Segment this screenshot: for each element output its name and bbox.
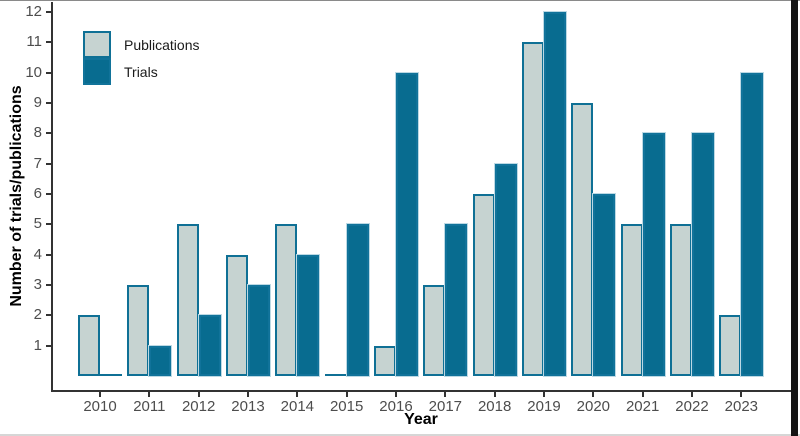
bar-publications-2015: [324, 374, 347, 376]
bar-publications-2016: [373, 345, 396, 376]
bar-trials-2019: [543, 12, 566, 376]
x-tick-label: 2019: [527, 398, 561, 415]
bar-trials-2011: [149, 345, 172, 376]
bar-trials-2021: [642, 133, 665, 376]
bar-publications-2021: [620, 224, 643, 376]
y-tick-label: 3: [33, 276, 42, 293]
bar-publications-2012: [176, 224, 199, 376]
bar-trials-2013: [247, 285, 270, 376]
bar-publications-2018: [472, 194, 495, 376]
y-tick: [46, 102, 51, 104]
x-tick-label: 2022: [675, 398, 709, 415]
y-tick-label: 11: [26, 33, 42, 51]
window-border-right: [791, 0, 798, 436]
legend: Publications Trials: [83, 31, 200, 85]
x-tick: [690, 392, 693, 397]
y-tick: [46, 193, 51, 195]
y-tick: [46, 284, 51, 286]
x-tick-label: 2020: [576, 398, 611, 415]
bar-publications-2023: [719, 315, 742, 376]
x-tick: [542, 392, 545, 397]
bar-publications-2019: [521, 42, 544, 376]
y-tick-label: 1: [33, 336, 42, 354]
x-tick: [148, 392, 151, 397]
x-tick: [345, 392, 348, 397]
legend-label-trials: Trials: [124, 63, 158, 80]
x-tick-label: 2016: [379, 398, 413, 415]
x-tick-label: 2010: [83, 398, 117, 415]
legend-swatch-publications: [83, 31, 111, 58]
y-tick: [46, 223, 51, 226]
bar-publications-2014: [275, 224, 298, 376]
bar-trials-2016: [395, 72, 418, 376]
x-tick-label: 2023: [724, 398, 759, 415]
y-tick-label: 9: [33, 94, 42, 111]
y-tick-label: 6: [33, 185, 42, 202]
x-tick-label: 2017: [428, 398, 463, 415]
x-tick-label: 2013: [231, 398, 265, 415]
bar-trials-2014: [297, 254, 320, 376]
x-axis-line: [51, 390, 791, 392]
x-tick-label: 2011: [133, 398, 166, 415]
bar-trials-2022: [691, 133, 714, 376]
bar-publications-2022: [669, 224, 692, 376]
x-axis-title: Year: [404, 411, 438, 428]
y-tick-label: 12: [25, 3, 42, 20]
y-tick: [46, 41, 51, 44]
bar-trials-2023: [741, 72, 764, 376]
y-tick-label: 5: [33, 215, 42, 233]
window-border-bottom: [0, 434, 800, 436]
x-tick: [394, 392, 397, 397]
x-tick: [296, 392, 299, 397]
legend-swatch-trials: [83, 58, 111, 85]
y-tick-label: 2: [33, 306, 42, 324]
bar-trials-2010: [100, 374, 122, 376]
x-tick-label: 2021: [625, 398, 660, 415]
x-tick: [246, 392, 249, 397]
y-tick-label: 4: [33, 245, 42, 263]
bar-trials-2020: [593, 194, 616, 376]
x-tick: [592, 392, 595, 397]
y-tick-label: 10: [25, 63, 42, 81]
y-tick: [46, 162, 51, 165]
legend-item-trials: Trials: [83, 58, 200, 85]
x-tick: [444, 392, 447, 397]
bar-trials-2018: [494, 163, 517, 376]
y-tick: [46, 71, 51, 74]
bar-publications-2013: [225, 254, 248, 376]
y-tick-label: 7: [33, 154, 42, 172]
legend-label-publications: Publications: [124, 36, 200, 53]
bar-trials-2012: [198, 315, 221, 376]
x-tick-label: 2015: [329, 398, 364, 415]
y-tick: [46, 344, 51, 347]
bar-publications-2020: [571, 103, 594, 376]
bar-trials-2017: [445, 224, 468, 376]
y-tick: [46, 253, 51, 256]
bar-trials-2015: [346, 224, 369, 376]
y-tick: [46, 132, 51, 135]
x-tick: [641, 392, 644, 397]
x-tick: [740, 392, 743, 397]
y-axis-line: [51, 2, 53, 391]
x-tick: [99, 392, 101, 397]
x-tick-label: 2018: [477, 398, 512, 415]
bar-publications-2011: [127, 285, 150, 376]
bar-publications-2017: [423, 285, 446, 376]
y-tick: [46, 314, 51, 317]
bar-publications-2010: [78, 315, 100, 376]
y-tick-label: 8: [33, 124, 42, 142]
x-tick-label: 2012: [181, 398, 216, 415]
x-tick-label: 2014: [280, 398, 315, 415]
legend-item-publications: Publications: [83, 31, 200, 58]
x-tick: [197, 392, 200, 397]
x-tick: [493, 392, 496, 397]
y-tick: [46, 11, 51, 13]
window-border-top: [0, 0, 800, 1]
